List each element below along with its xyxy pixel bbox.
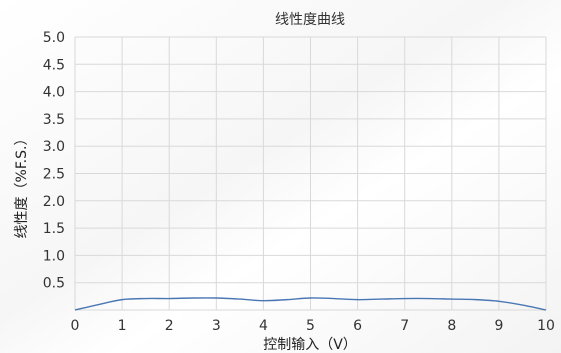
- y-axis-title: 线性度（%F.S.）: [14, 132, 30, 239]
- x-tick-label-7: 7: [400, 318, 409, 334]
- y-tick-label-2: 1.5: [43, 221, 65, 237]
- y-tick-label-7: 4.0: [43, 85, 65, 101]
- y-tick-label-0: 0.5: [43, 276, 65, 292]
- x-tick-label-5: 5: [306, 318, 315, 334]
- x-tick-label-6: 6: [353, 318, 362, 334]
- x-tick-label-1: 1: [118, 318, 127, 334]
- y-tick-labels: 0.5 1.0 1.5 2.0 2.5 3.0 3.5 4.0 4.5 5.0: [43, 30, 65, 292]
- x-axis-title: 控制输入（V）: [263, 337, 357, 353]
- y-tick-label-4: 2.5: [43, 167, 65, 183]
- series-layer: [74, 297, 547, 311]
- x-tick-label-2: 2: [165, 318, 174, 334]
- x-tick-label-4: 4: [259, 318, 268, 334]
- x-tick-label-0: 0: [71, 318, 80, 334]
- x-tick-label-10: 10: [537, 318, 555, 334]
- y-tick-label-6: 3.5: [43, 112, 65, 128]
- series-line-0: [74, 297, 547, 311]
- y-tick-label-1: 1.0: [43, 248, 65, 264]
- y-tick-label-8: 4.5: [43, 57, 65, 73]
- grid-lines: [74, 36, 547, 311]
- y-tick-label-5: 3.0: [43, 139, 65, 155]
- x-tick-labels: 0 1 2 3 4 5 6 7 8 9 10: [71, 318, 555, 334]
- chart-title: 线性度曲线: [275, 12, 345, 28]
- y-tick-label-9: 5.0: [43, 30, 65, 46]
- x-tick-label-9: 9: [494, 318, 503, 334]
- x-tick-label-8: 8: [447, 318, 456, 334]
- x-tick-label-3: 3: [212, 318, 221, 334]
- y-tick-label-3: 2.0: [43, 194, 65, 210]
